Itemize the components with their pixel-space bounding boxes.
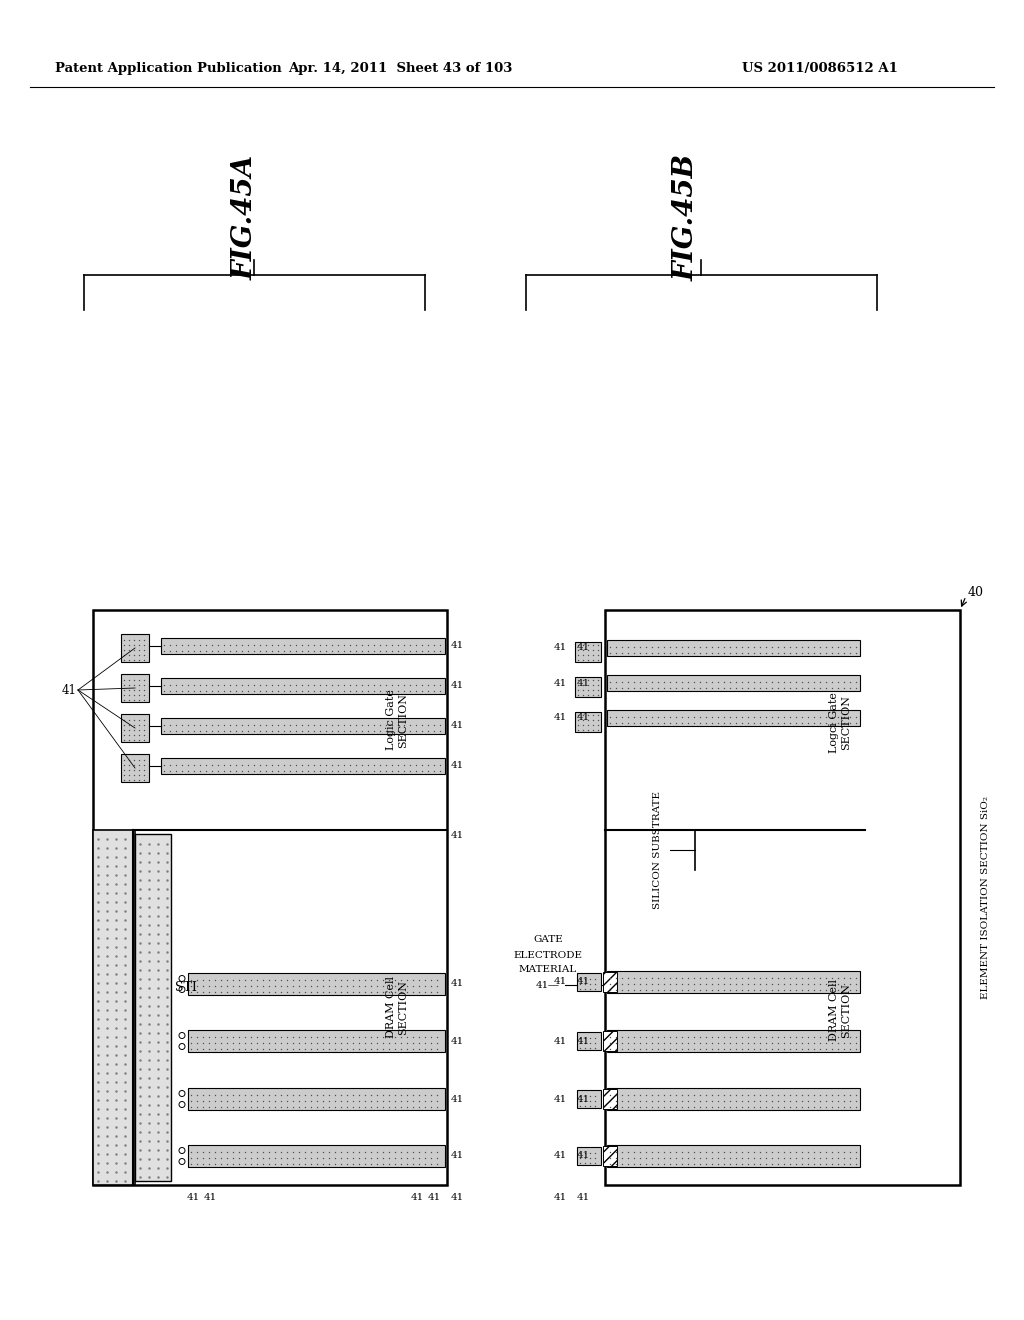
Bar: [93, 830, 135, 1185]
Bar: [607, 1144, 860, 1167]
Text: DRAM Cell
SECTION: DRAM Cell SECTION: [386, 977, 409, 1039]
Bar: [121, 634, 150, 663]
Text: Logic Gate
SECTION: Logic Gate SECTION: [386, 689, 409, 751]
Text: Apr. 14, 2011  Sheet 43 of 103: Apr. 14, 2011 Sheet 43 of 103: [288, 62, 512, 75]
Bar: [161, 718, 445, 734]
Text: ELECTRODE: ELECTRODE: [513, 950, 583, 960]
Text: DRAM Cell
SECTION: DRAM Cell SECTION: [828, 979, 851, 1041]
Bar: [607, 710, 860, 726]
Text: MATERIAL: MATERIAL: [519, 965, 578, 974]
Text: 41―: 41―: [537, 981, 560, 990]
Bar: [603, 972, 617, 993]
Text: FIG.45A: FIG.45A: [231, 156, 258, 280]
Text: 41: 41: [554, 978, 567, 986]
Bar: [575, 677, 601, 697]
Bar: [577, 1147, 601, 1166]
Text: 41: 41: [554, 714, 567, 722]
Text: 41: 41: [554, 644, 567, 652]
Text: STI: STI: [175, 981, 197, 994]
Text: Logci Gate
SECTION: Logci Gate SECTION: [828, 692, 851, 752]
Bar: [161, 758, 445, 774]
Bar: [161, 678, 445, 694]
Bar: [135, 834, 171, 1181]
Text: 41: 41: [577, 644, 590, 652]
Bar: [577, 1032, 601, 1049]
Text: 41: 41: [204, 1193, 217, 1203]
Text: 41: 41: [451, 1193, 464, 1203]
Text: 41: 41: [451, 1094, 464, 1104]
Text: GATE: GATE: [534, 936, 563, 945]
Bar: [607, 1030, 860, 1052]
Text: 41: 41: [451, 762, 464, 771]
Bar: [121, 754, 150, 781]
Bar: [603, 1146, 617, 1166]
Bar: [605, 610, 961, 1185]
Text: SILICON SUBSTRATE: SILICON SUBSTRATE: [652, 791, 662, 909]
Text: 41: 41: [411, 1193, 424, 1203]
Bar: [188, 1144, 445, 1167]
Text: 41: 41: [554, 1151, 567, 1160]
Bar: [121, 675, 150, 702]
Bar: [575, 642, 601, 663]
Bar: [188, 1088, 445, 1110]
Text: US 2011/0086512 A1: US 2011/0086512 A1: [742, 62, 898, 75]
Text: 41: 41: [451, 722, 464, 730]
Bar: [188, 973, 445, 995]
Text: 41: 41: [577, 1193, 590, 1203]
Bar: [161, 638, 445, 653]
Text: 41: 41: [62, 684, 77, 697]
Text: 41: 41: [577, 1094, 590, 1104]
Text: FIG.45B: FIG.45B: [673, 154, 699, 281]
Bar: [188, 1030, 445, 1052]
Text: 41: 41: [554, 1193, 567, 1203]
Text: 41: 41: [451, 681, 464, 690]
Bar: [603, 1031, 617, 1051]
Text: 41: 41: [451, 1151, 464, 1160]
Bar: [607, 972, 860, 993]
Text: 41: 41: [451, 979, 464, 989]
Text: Patent Application Publication: Patent Application Publication: [55, 62, 282, 75]
Text: 41: 41: [451, 642, 464, 651]
Text: 41: 41: [554, 1094, 567, 1104]
Text: 41: 41: [186, 1193, 200, 1203]
Text: 40: 40: [968, 586, 984, 598]
Bar: [577, 973, 601, 991]
Text: 41: 41: [554, 678, 567, 688]
Bar: [575, 711, 601, 733]
Text: 41: 41: [554, 1036, 567, 1045]
Bar: [603, 1089, 617, 1109]
Text: 41: 41: [577, 1036, 590, 1045]
Bar: [93, 610, 447, 1185]
Text: 41: 41: [577, 978, 590, 986]
Bar: [121, 714, 150, 742]
Bar: [607, 675, 860, 690]
Bar: [607, 640, 860, 656]
Bar: [577, 1090, 601, 1107]
Text: 41: 41: [577, 714, 590, 722]
Text: 41: 41: [577, 1151, 590, 1160]
Text: 41: 41: [451, 830, 464, 840]
Text: ELEMENT ISOLATION SECTION SiO₂: ELEMENT ISOLATION SECTION SiO₂: [981, 796, 989, 999]
Text: 41: 41: [427, 1193, 440, 1203]
Text: 41: 41: [577, 678, 590, 688]
Text: 41: 41: [451, 1036, 464, 1045]
Bar: [607, 1088, 860, 1110]
